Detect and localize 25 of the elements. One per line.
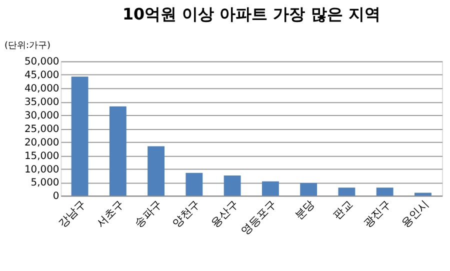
- y-tick-label: 20,000: [24, 137, 60, 148]
- chart-title: 10억원 이상 아파트 가장 많은 지역: [122, 4, 380, 24]
- bar: [186, 172, 203, 196]
- y-tick-label: 35,000: [24, 97, 60, 108]
- y-tick-label: 15,000: [24, 150, 60, 162]
- bar: [300, 183, 318, 196]
- bar: [224, 176, 241, 196]
- bar: [338, 188, 356, 196]
- bar: [71, 76, 88, 196]
- y-axis-title: (단위:가구): [4, 40, 50, 51]
- y-tick-label: 30,000: [24, 110, 60, 122]
- bar: [376, 188, 394, 196]
- y-tick-label: 10,000: [24, 164, 60, 176]
- bar: [262, 181, 279, 196]
- y-tick-label: 40,000: [24, 84, 60, 95]
- y-tick-label: 50,000: [24, 56, 60, 68]
- x-tick-label: 판교: [330, 197, 356, 222]
- y-tick-label: 5,000: [30, 178, 60, 189]
- bar: [414, 192, 432, 196]
- y-tick-label: 45,000: [24, 70, 60, 82]
- y-tick-label: 0: [52, 191, 60, 202]
- bar: [148, 146, 165, 196]
- y-tick-label: 25,000: [24, 124, 60, 135]
- x-tick-label: 분당: [292, 197, 318, 222]
- bar: [109, 106, 126, 196]
